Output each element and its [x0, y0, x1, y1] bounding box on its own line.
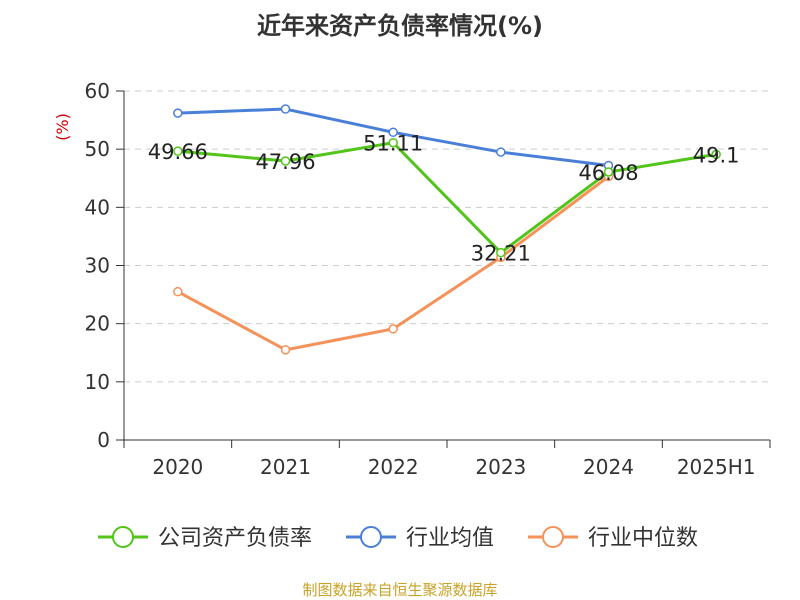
- data-point[interactable]: [388, 137, 398, 148]
- axes: 0 10 20 30 40 50 60 2020 2021 2022 2023 2024 2025H1: [85, 79, 771, 479]
- data-point[interactable]: [711, 149, 721, 160]
- x-tick-label: 2020: [152, 455, 203, 479]
- data-point[interactable]: [388, 324, 398, 334]
- legend-label: 公司资产负债率: [158, 526, 312, 551]
- legend-swatch-marker: [112, 526, 134, 548]
- y-tick-label: 30: [85, 254, 110, 278]
- data-point[interactable]: [173, 108, 183, 118]
- data-point[interactable]: [280, 104, 291, 114]
- legend-swatch-marker: [542, 526, 564, 548]
- legend-item-0[interactable]: 公司资产负债率: [98, 526, 312, 551]
- legend-item-2[interactable]: 行业中位数: [528, 526, 698, 551]
- x-tick-label: 2024: [583, 455, 634, 479]
- data-label: 47.96: [255, 150, 315, 174]
- y-axis-unit-label: (%): [53, 113, 72, 141]
- y-tick-label: 0: [97, 428, 110, 452]
- data-point[interactable]: [496, 147, 506, 157]
- series-1: [173, 104, 614, 171]
- chart-title: 近年来资产负债率情况(%): [257, 12, 543, 40]
- y-tick-label: 40: [85, 195, 110, 219]
- legend-swatch-marker: [360, 526, 382, 548]
- x-tick-label: 2025H1: [677, 455, 756, 479]
- series-line: [177, 141, 717, 255]
- data-point[interactable]: [496, 247, 506, 258]
- y-tick-label: 50: [85, 137, 110, 161]
- series-lines: [173, 104, 721, 355]
- data-label: 32.21: [471, 242, 531, 266]
- legend-label: 行业均值: [406, 526, 494, 551]
- data-label: 46.08: [578, 161, 638, 185]
- data-label: 49.1: [693, 143, 740, 167]
- legend: 公司资产负债率 行业均值 行业中位数: [98, 526, 698, 551]
- y-tick-label: 60: [85, 79, 110, 103]
- x-tick-label: 2023: [475, 455, 526, 479]
- data-point[interactable]: [173, 146, 183, 156]
- data-point[interactable]: [388, 127, 398, 138]
- grid-lines: [124, 90, 770, 383]
- data-point[interactable]: [280, 345, 291, 355]
- data-point[interactable]: [280, 156, 291, 166]
- series-0: [173, 137, 721, 258]
- data-point[interactable]: [173, 286, 183, 297]
- y-tick-label: 20: [85, 312, 110, 336]
- y-tick-label: 10: [85, 370, 110, 394]
- data-point[interactable]: [603, 167, 614, 177]
- x-tick-label: 2021: [260, 455, 311, 479]
- legend-item-1[interactable]: 行业均值: [346, 526, 494, 551]
- source-note: 制图数据来自恒生聚源数据库: [302, 581, 497, 599]
- data-labels: 49.66 47.96 51.11 32.21 46.08 49.1: [148, 132, 740, 266]
- legend-label: 行业中位数: [588, 526, 698, 551]
- data-label: 51.11: [363, 132, 423, 156]
- series-2: [173, 171, 614, 355]
- data-label: 49.66: [148, 140, 208, 164]
- x-tick-label: 2022: [368, 455, 419, 479]
